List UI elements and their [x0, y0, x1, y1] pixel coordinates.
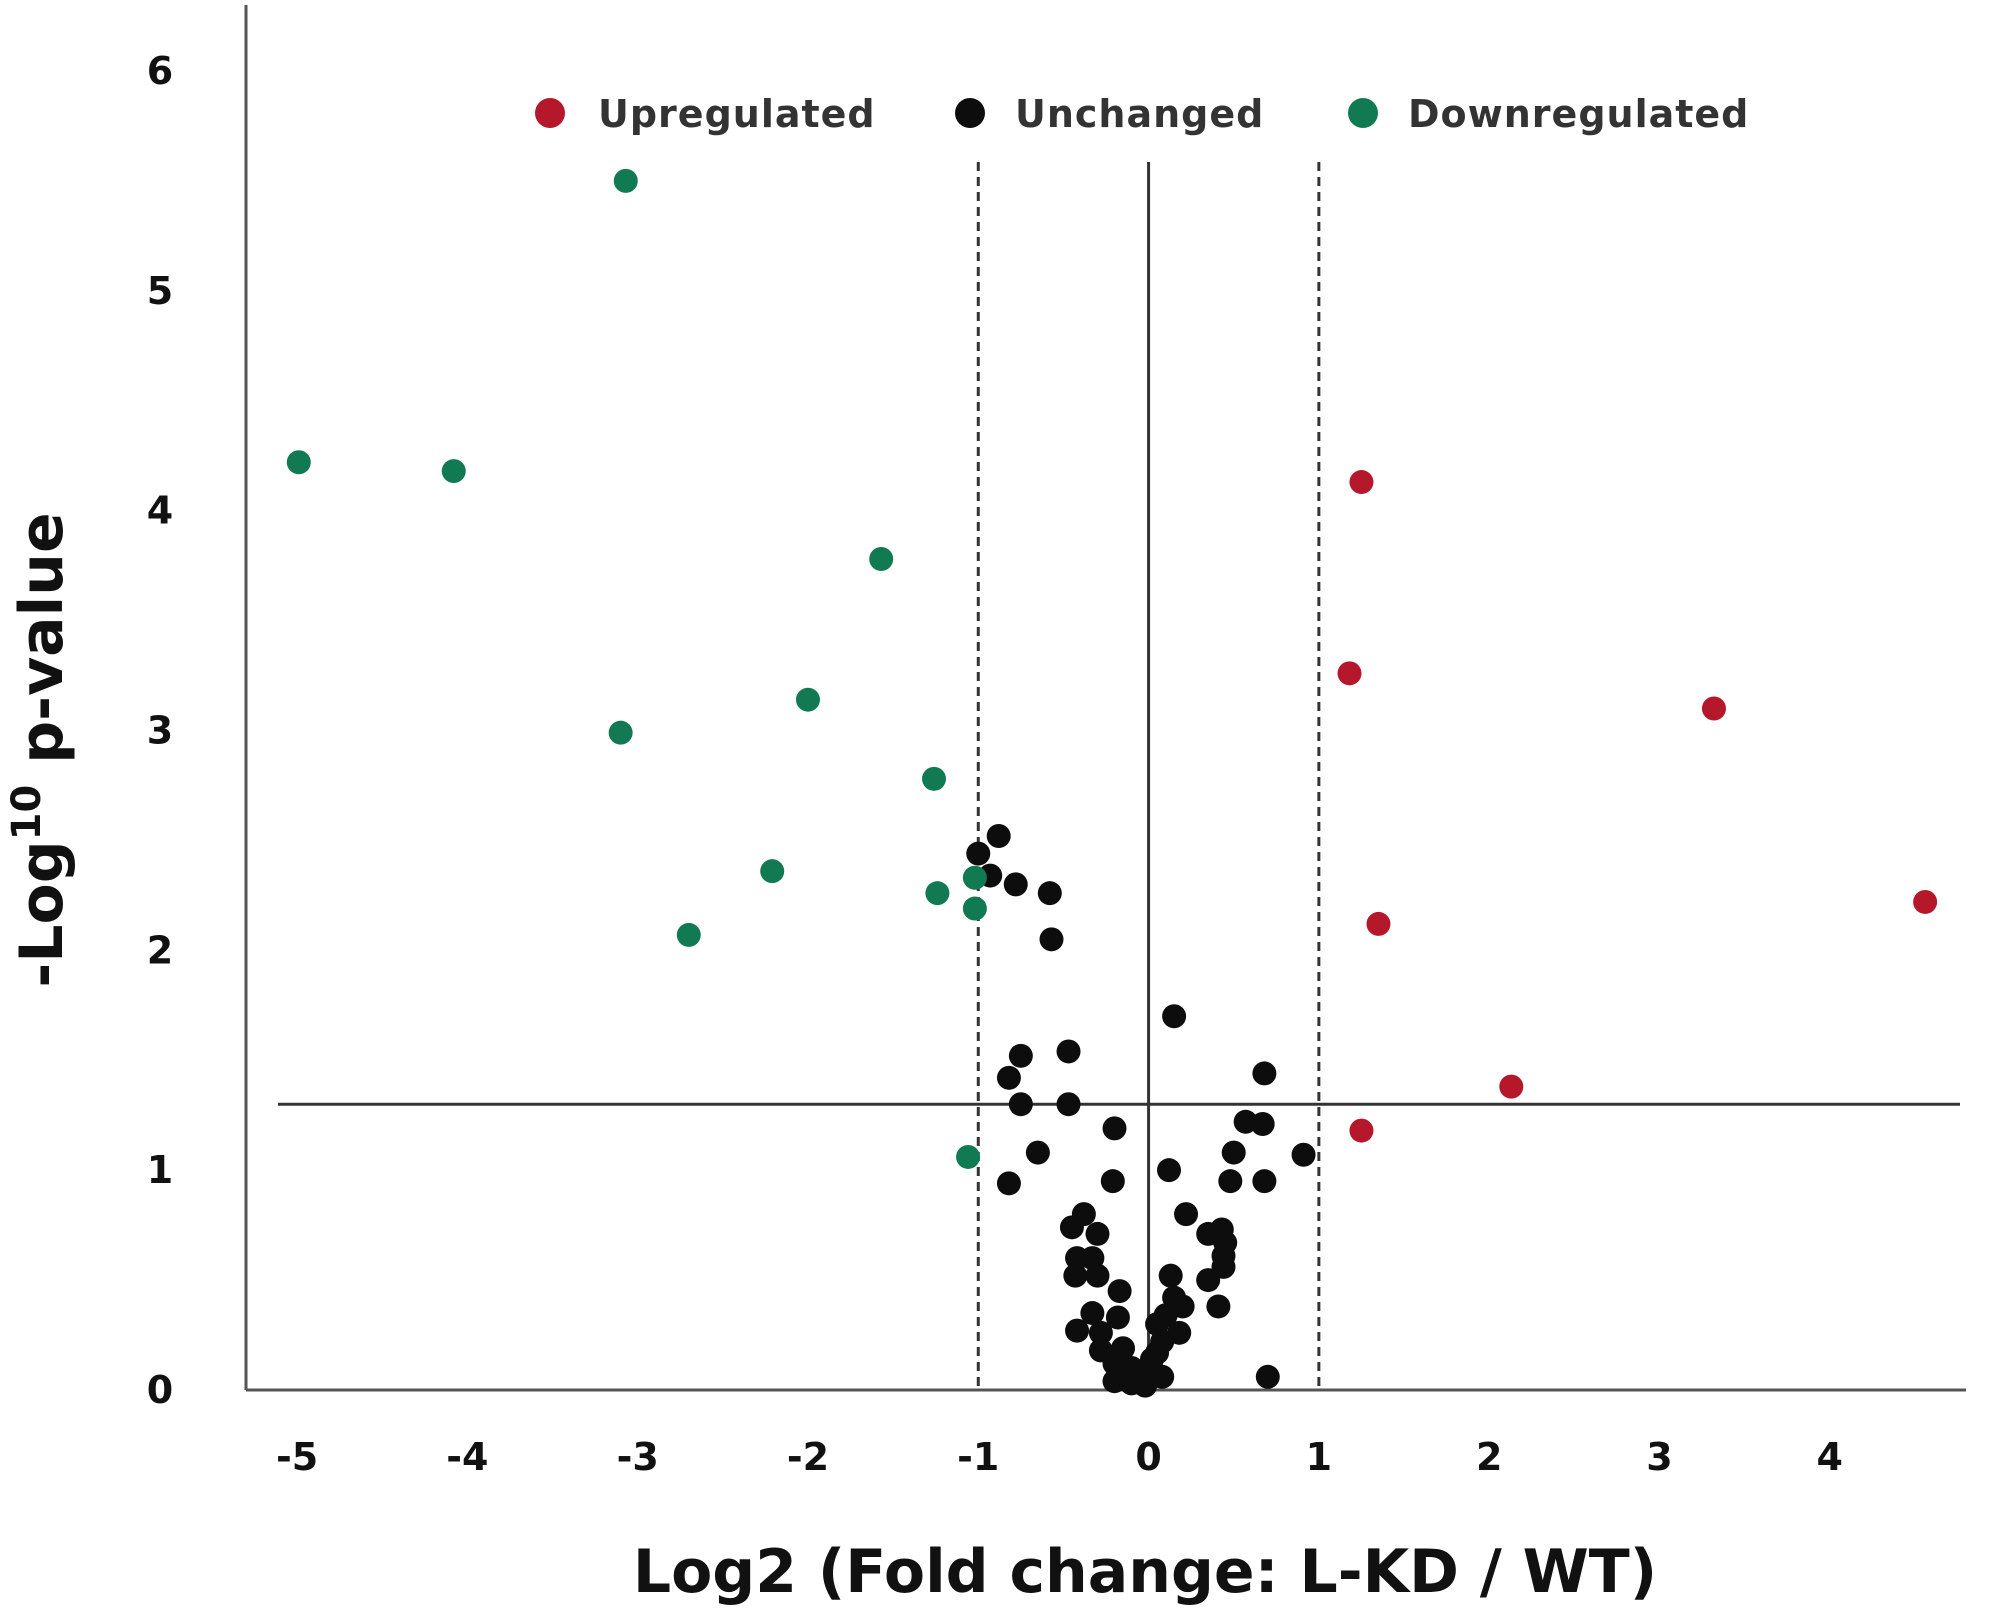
point-unchanged: [1206, 1294, 1231, 1319]
point-downregulated: [613, 168, 638, 193]
point-unchanged: [1063, 1263, 1088, 1288]
point-upregulated: [1337, 661, 1362, 686]
point-unchanged: [1162, 1004, 1187, 1029]
point-upregulated: [1349, 470, 1374, 495]
point-unchanged: [1157, 1158, 1182, 1183]
point-unchanged: [1252, 1169, 1277, 1194]
point-unchanged: [1107, 1279, 1132, 1304]
point-unchanged: [1291, 1142, 1316, 1167]
reference-lines: [278, 162, 1960, 1390]
point-upregulated: [1349, 1118, 1374, 1143]
point-downregulated: [869, 547, 894, 571]
x-tick-labels: -5 -4 -3 -2 -1 0 1 2 3 4: [276, 1435, 1843, 1479]
point-downregulated: [925, 881, 950, 906]
point-downregulated: [760, 859, 785, 884]
point-unchanged: [1174, 1202, 1199, 1227]
point-downregulated: [922, 766, 946, 791]
point-unchanged: [1088, 1320, 1113, 1345]
y-tick-label: 6: [147, 49, 173, 93]
legend-marker-upregulated: [535, 98, 565, 128]
point-unchanged: [1218, 1169, 1243, 1194]
point-unchanged: [1133, 1373, 1158, 1398]
x-tick-label: 3: [1646, 1435, 1672, 1479]
point-downregulated: [962, 896, 987, 921]
point-downregulated: [956, 1144, 981, 1169]
point-upregulated: [1366, 911, 1391, 936]
x-tick-label: -3: [617, 1435, 659, 1479]
point-unchanged: [1102, 1116, 1127, 1141]
point-unchanged: [1221, 1140, 1246, 1165]
point-downregulated: [608, 720, 633, 745]
point-unchanged: [1008, 1092, 1033, 1117]
y-tick-labels: 0 1 2 3 4 5 6: [147, 49, 173, 1412]
point-unchanged: [996, 1065, 1021, 1090]
point-unchanged: [1085, 1263, 1110, 1288]
x-tick-label: 1: [1306, 1435, 1332, 1479]
point-unchanged: [1105, 1305, 1130, 1330]
y-tick-label: 4: [147, 489, 173, 533]
point-unchanged: [1037, 881, 1062, 906]
point-unchanged: [1080, 1301, 1105, 1326]
x-tick-label: -2: [787, 1435, 829, 1479]
legend-label-downregulated: Downregulated: [1408, 92, 1749, 136]
point-unchanged: [1056, 1092, 1081, 1117]
y-tick-label: 3: [147, 708, 173, 752]
point-unchanged: [1025, 1140, 1050, 1165]
point-unchanged: [1059, 1215, 1084, 1240]
point-unchanged: [1255, 1364, 1280, 1389]
point-unchanged: [1003, 872, 1028, 897]
point-unchanged: [1056, 1039, 1081, 1064]
point-unchanged: [1196, 1268, 1221, 1293]
point-unchanged: [1039, 927, 1064, 952]
legend-label-upregulated: Upregulated: [598, 92, 876, 136]
x-tick-label: 2: [1476, 1435, 1502, 1479]
point-unchanged: [1250, 1111, 1275, 1136]
x-tick-label: -1: [957, 1435, 999, 1479]
legend: Upregulated Unchanged Downregulated: [535, 92, 1749, 136]
point-downregulated: [441, 459, 466, 484]
x-tick-label: -5: [276, 1435, 318, 1479]
y-axis-title: -Log10 p-value: [4, 512, 77, 987]
point-unchanged: [1085, 1221, 1110, 1246]
y-axis-title-superscript: 10: [4, 785, 50, 841]
x-tick-label: 4: [1817, 1435, 1843, 1479]
legend-marker-unchanged: [955, 98, 985, 128]
point-downregulated: [286, 450, 311, 475]
point-downregulated: [962, 865, 987, 890]
y-tick-label: 1: [147, 1148, 173, 1192]
x-tick-label: -4: [446, 1435, 488, 1479]
point-unchanged: [1252, 1061, 1277, 1086]
point-unchanged: [1100, 1169, 1125, 1194]
point-unchanged: [1170, 1294, 1195, 1319]
y-axis-title-suffix: p-value: [7, 512, 77, 784]
point-upregulated: [1913, 889, 1938, 914]
y-tick-label: 5: [147, 269, 173, 313]
point-unchanged: [966, 841, 991, 866]
y-tick-label: 0: [147, 1368, 173, 1412]
y-axis-title-prefix: -Log: [7, 840, 77, 987]
point-upregulated: [1499, 1074, 1524, 1099]
point-unchanged: [996, 1171, 1021, 1196]
point-downregulated: [676, 922, 701, 947]
data-points: [286, 168, 1938, 1398]
legend-marker-downregulated: [1348, 98, 1378, 128]
point-upregulated: [1701, 696, 1726, 721]
point-downregulated: [795, 687, 820, 712]
point-unchanged: [1158, 1263, 1183, 1288]
x-tick-label: 0: [1135, 1435, 1161, 1479]
point-unchanged: [1065, 1318, 1090, 1343]
point-unchanged: [1008, 1043, 1033, 1068]
x-axis-title: Log2 (Fold change: L-KD / WT): [633, 1537, 1657, 1607]
point-unchanged: [986, 824, 1011, 848]
y-tick-label: 2: [147, 928, 173, 972]
legend-label-unchanged: Unchanged: [1015, 92, 1264, 136]
